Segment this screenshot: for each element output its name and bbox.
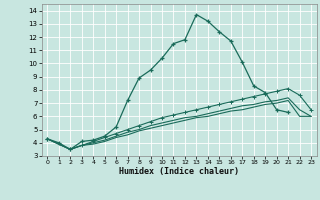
X-axis label: Humidex (Indice chaleur): Humidex (Indice chaleur) bbox=[119, 167, 239, 176]
